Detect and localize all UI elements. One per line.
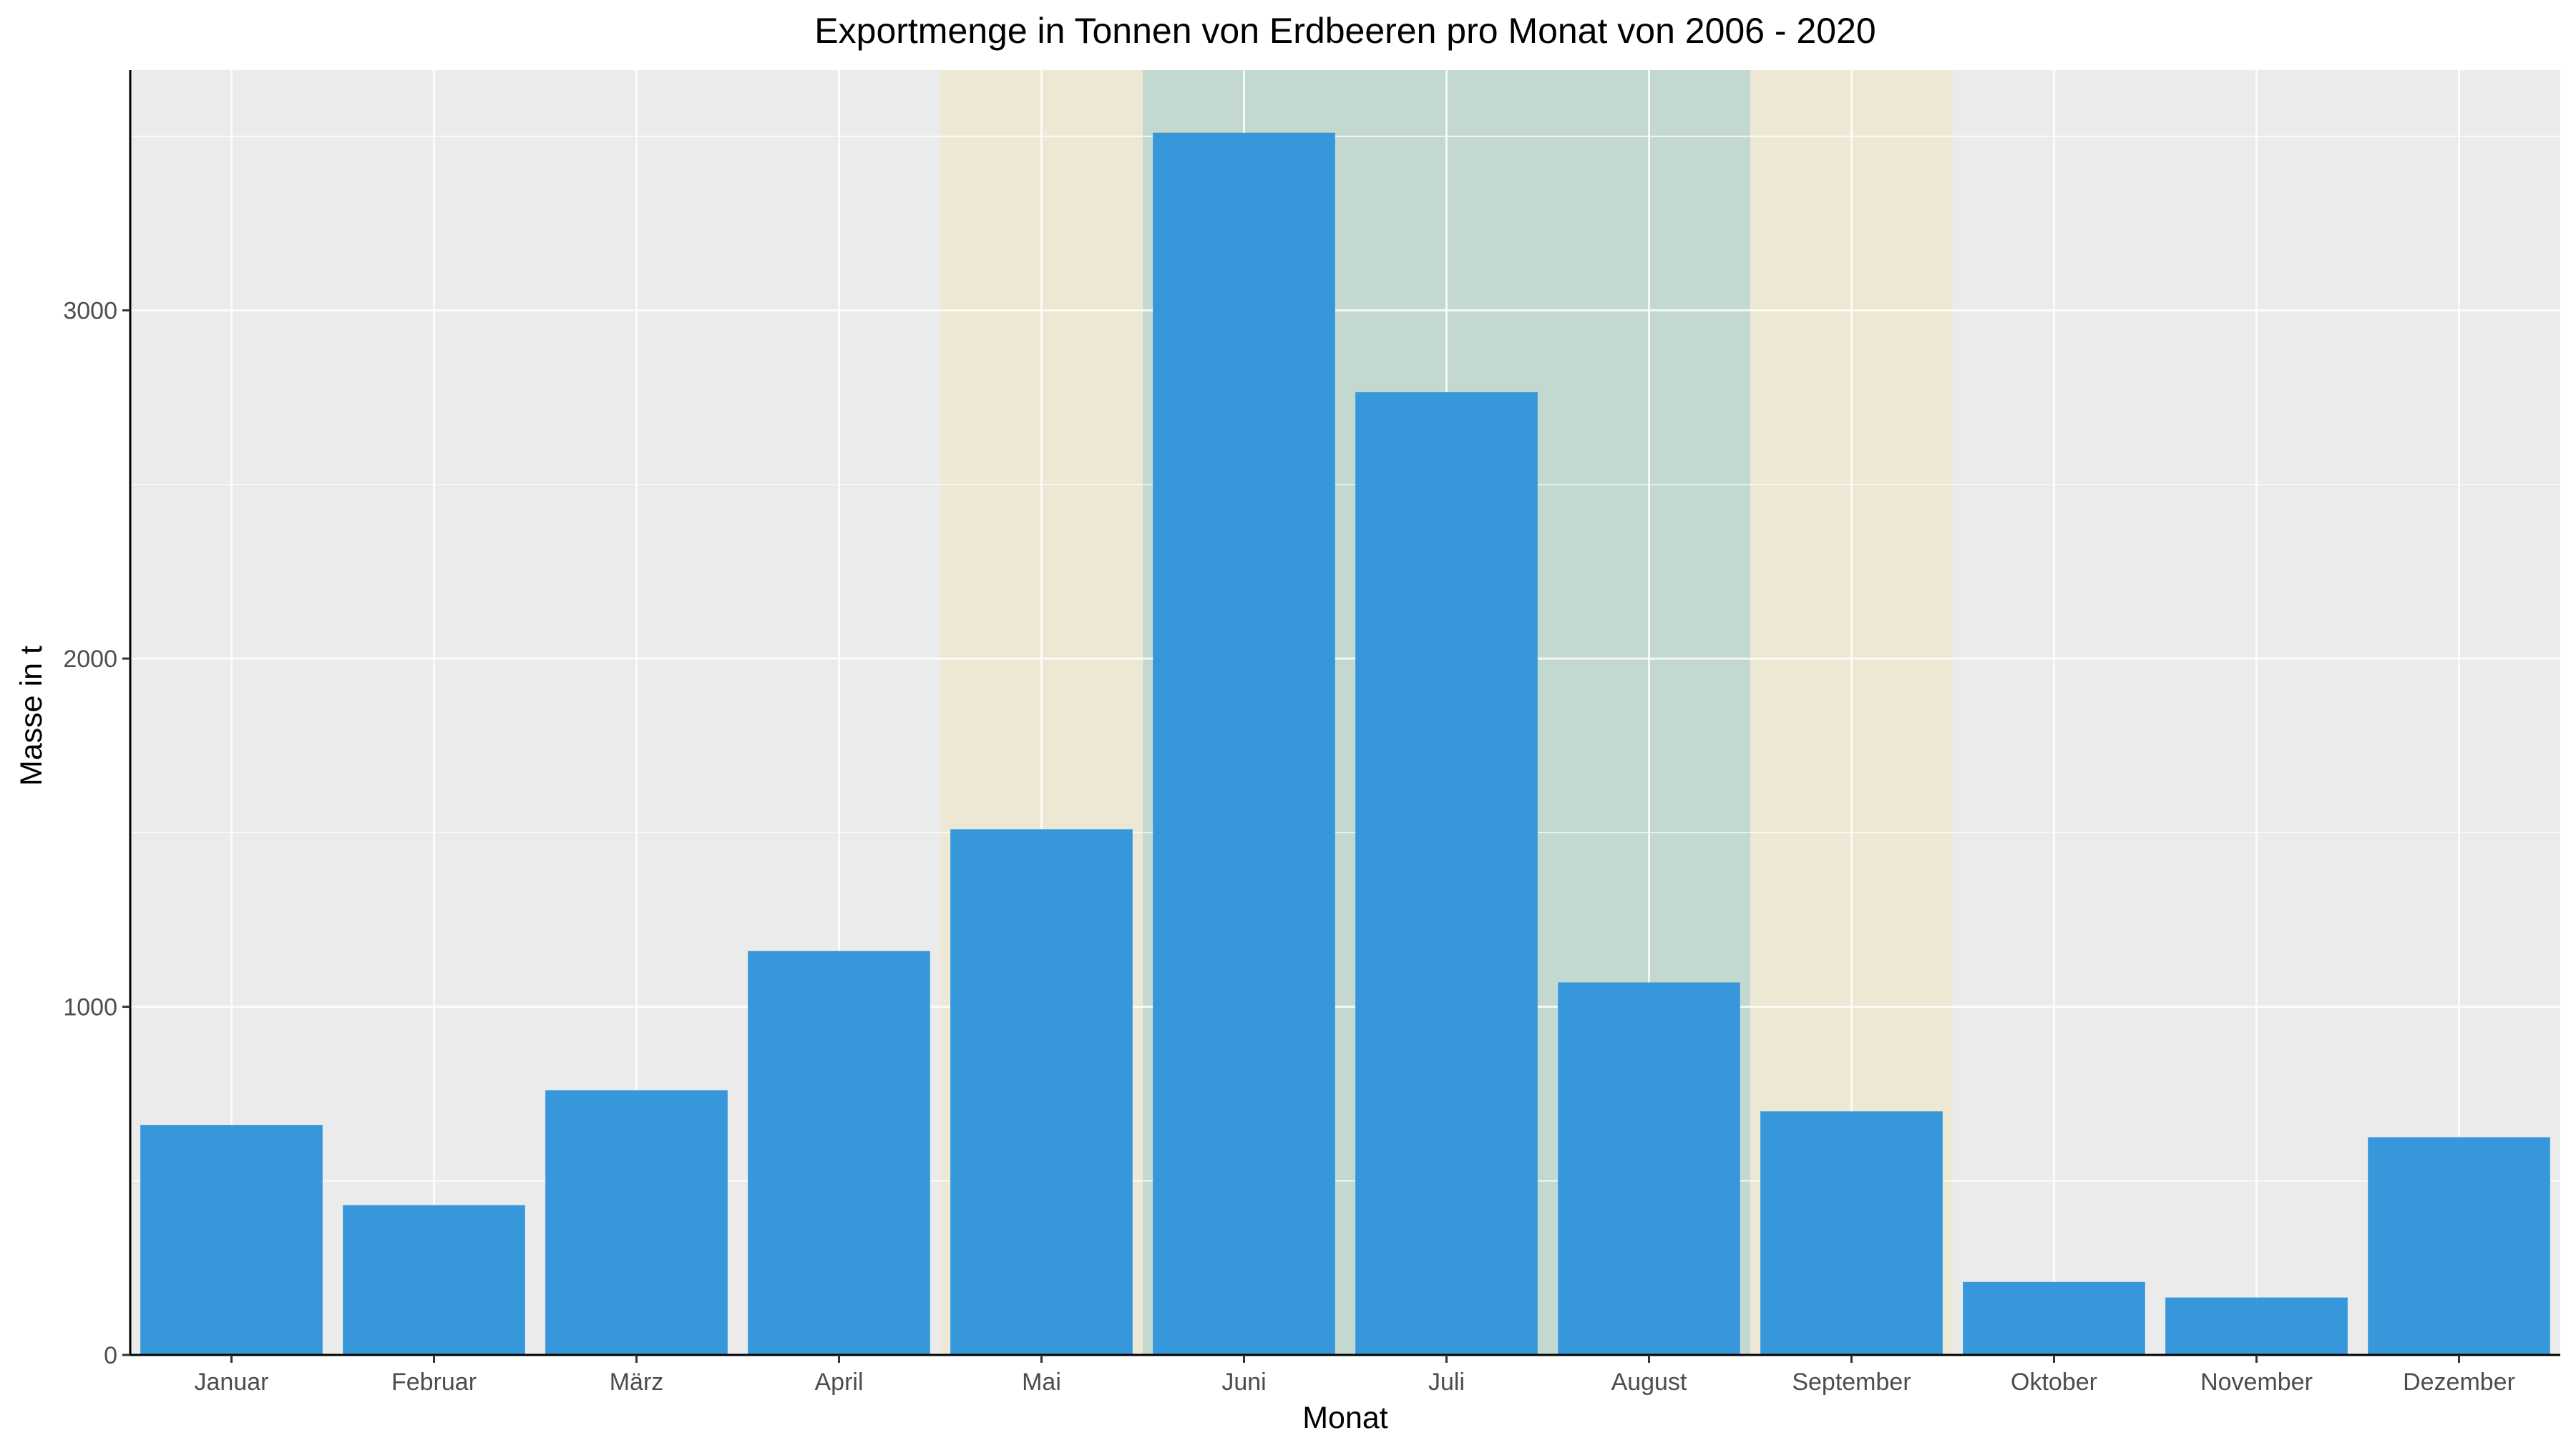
x-tick-label-juni: Juni	[1221, 1369, 1266, 1396]
x-tick-label-mai: Mai	[1022, 1369, 1061, 1396]
bar-dezember	[2368, 1137, 2550, 1355]
x-tick-label-januar: Januar	[195, 1369, 269, 1396]
x-tick-label-april: April	[814, 1369, 863, 1396]
x-axis-label: Monat	[1302, 1401, 1388, 1435]
x-tick-label-märz: März	[610, 1369, 664, 1396]
y-tick-label: 0	[104, 1342, 117, 1369]
x-tick-label-september: September	[1792, 1369, 1911, 1396]
y-tick-label: 3000	[63, 298, 117, 325]
y-tick-label: 1000	[63, 994, 117, 1021]
bar-november	[2165, 1297, 2348, 1355]
bar-märz	[545, 1090, 728, 1355]
chart-title: Exportmenge in Tonnen von Erdbeeren pro …	[814, 11, 1875, 51]
bar-februar	[343, 1205, 525, 1355]
bar-september	[1760, 1111, 1943, 1355]
x-tick-label-oktober: Oktober	[2011, 1369, 2097, 1396]
y-axis-label: Masse in t	[14, 646, 49, 786]
x-tick-label-november: November	[2200, 1369, 2313, 1396]
bar-april	[748, 951, 930, 1355]
bar-juni	[1153, 132, 1335, 1355]
bar-januar	[140, 1124, 323, 1355]
bar-oktober	[1963, 1281, 2145, 1355]
x-tick-label-august: August	[1611, 1369, 1687, 1396]
bar-juli	[1355, 392, 1538, 1356]
y-tick-label: 2000	[63, 646, 117, 673]
x-tick-label-februar: Februar	[391, 1369, 477, 1396]
bar-mai	[950, 829, 1133, 1355]
x-tick-label-juli: Juli	[1428, 1369, 1465, 1396]
bar-august	[1558, 982, 1740, 1355]
x-tick-label-dezember: Dezember	[2403, 1369, 2515, 1396]
